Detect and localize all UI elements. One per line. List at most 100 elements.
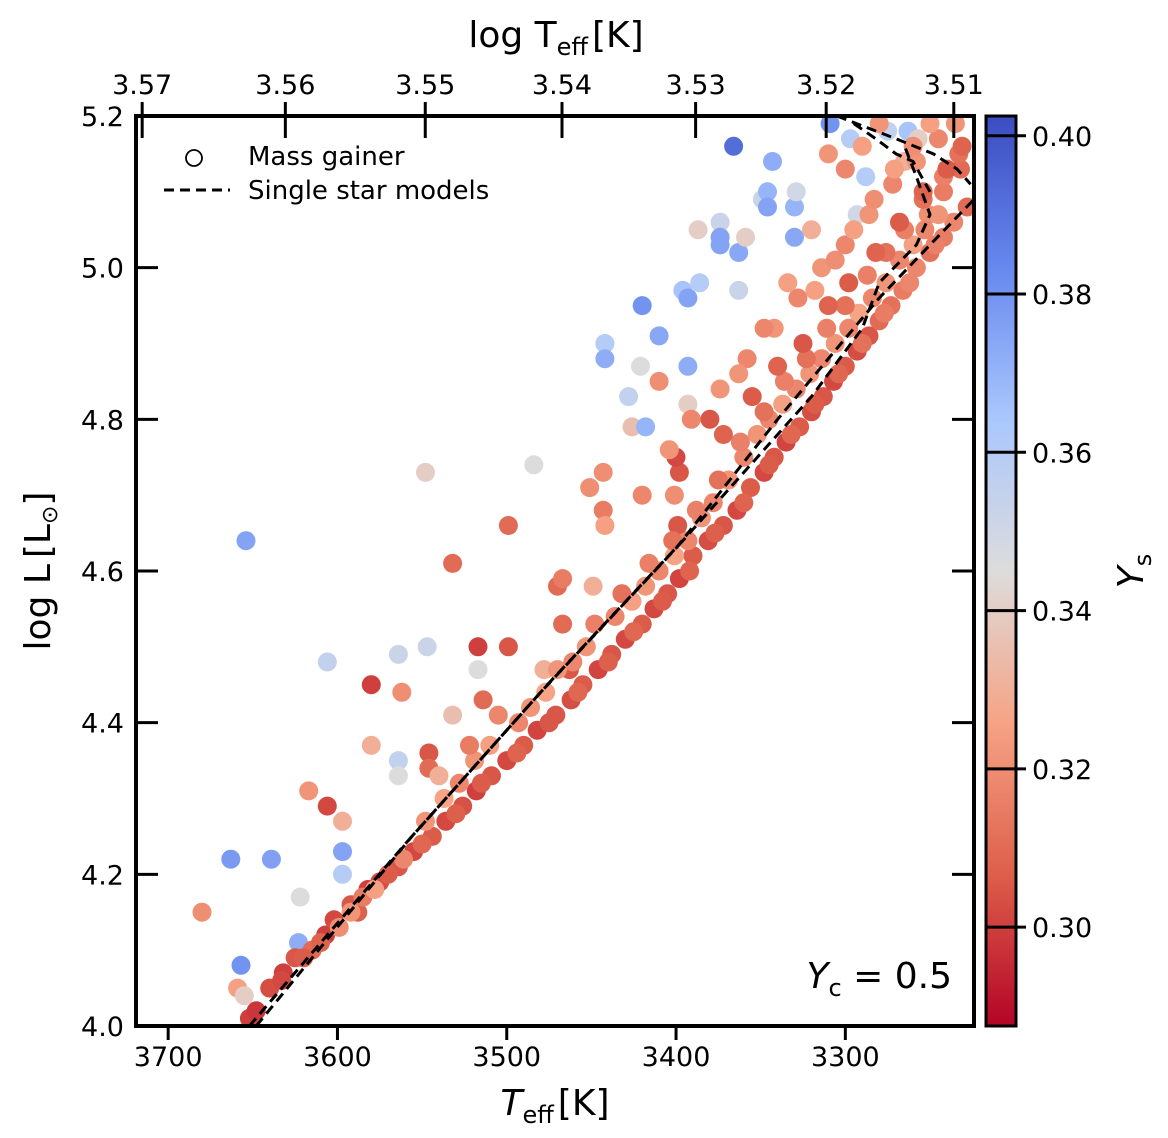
- scatter-point: [708, 470, 728, 490]
- scatter-point: [595, 349, 615, 369]
- x-axis-label: Teff [K]: [500, 1083, 609, 1129]
- scatter-point: [874, 303, 894, 323]
- scatter-point: [825, 334, 845, 353]
- scatter-point: [631, 356, 650, 376]
- scatter-point: [272, 971, 292, 990]
- top-x-axis-label-unit: [K]: [592, 15, 644, 56]
- scatter-point: [778, 273, 798, 293]
- scatter-point: [290, 887, 310, 907]
- scatter-point: [443, 553, 463, 573]
- scatter-point: [678, 394, 698, 414]
- yc-annotation-value: = 0.5: [842, 956, 952, 997]
- scatter-point: [839, 318, 859, 338]
- scatter-point: [758, 197, 777, 217]
- scatter-point: [468, 660, 488, 680]
- scatter-point: [636, 576, 656, 596]
- colorbar-tick-label: 0.32: [1032, 755, 1092, 786]
- x-axis-label-sub: eff: [522, 1101, 554, 1129]
- scatter-point: [945, 116, 965, 134]
- y-axis-label-unit-close: ]: [18, 492, 59, 506]
- y-tick-label: 5.2: [81, 102, 124, 133]
- scatter-point: [636, 417, 656, 437]
- scatter-point: [524, 455, 544, 475]
- y-tick-label: 4.8: [81, 405, 124, 436]
- scatter-point: [747, 425, 767, 444]
- single-star-track-4: [836, 116, 972, 186]
- scatter-point: [864, 189, 884, 209]
- scatter-point: [624, 622, 644, 642]
- scatter-point: [835, 235, 855, 255]
- legend-marker-open-circle: [185, 149, 203, 167]
- scatter-point: [734, 447, 754, 467]
- scatter-point: [580, 478, 600, 498]
- colorbar-label: Ys: [1111, 554, 1157, 589]
- top-x-tick-label: 3.56: [255, 70, 315, 101]
- colorbar-tick-label: 0.40: [1032, 122, 1092, 153]
- scatter-point: [333, 842, 352, 862]
- x-tick-label: 3700: [134, 1042, 203, 1073]
- scatter-point: [730, 432, 750, 452]
- y-axis-label-sun: ⊙: [38, 506, 63, 524]
- scatter-point: [649, 371, 669, 391]
- scatter-point: [852, 334, 872, 353]
- scatter-point: [392, 682, 412, 702]
- scatter-point: [632, 296, 652, 316]
- top-x-tick-label: 3.52: [796, 70, 856, 101]
- single-star-track-2: [255, 145, 932, 1026]
- scatter-point: [925, 235, 945, 255]
- scatter-point: [465, 751, 485, 771]
- scatter-point: [774, 371, 794, 391]
- scatter-point: [639, 553, 659, 573]
- top-x-tick-label: 3.51: [924, 70, 984, 101]
- scatter-point: [678, 356, 698, 376]
- scatter-point: [805, 394, 825, 414]
- scatter-point: [681, 409, 701, 429]
- scatter-point: [583, 576, 603, 596]
- scatter-point: [678, 288, 698, 308]
- yc-annotation-sub: c: [828, 974, 841, 1002]
- x-tick-label: 3400: [642, 1042, 711, 1073]
- scatter-point: [952, 136, 972, 156]
- yc-annotation: Yc = 0.5: [806, 956, 952, 1002]
- scatter-point: [857, 265, 877, 285]
- single-star-track-1: [248, 198, 974, 1026]
- scatter-point: [231, 955, 251, 975]
- colorbar-tick-label: 0.38: [1032, 280, 1092, 311]
- scatter-point: [713, 425, 733, 444]
- scatter-point: [649, 326, 669, 346]
- scatter-point: [758, 182, 777, 202]
- scatter-point: [817, 318, 837, 338]
- scatter-point: [333, 864, 352, 884]
- x-axis-label-main: T: [500, 1083, 525, 1124]
- scatter-point: [553, 569, 573, 589]
- x-axis-label-unit: [K]: [558, 1083, 610, 1124]
- scatter-point: [598, 652, 618, 672]
- scatter-point: [388, 644, 408, 664]
- scatter-point: [818, 144, 838, 164]
- top-x-axis-label-main: log T: [468, 15, 557, 56]
- scatter-point: [468, 637, 488, 657]
- scatter-point: [498, 516, 518, 535]
- scatter-point: [416, 462, 435, 482]
- scatter-point: [729, 364, 749, 384]
- scatter-point: [509, 713, 529, 733]
- top-x-tick-label: 3.57: [112, 70, 172, 101]
- scatter-point: [825, 250, 845, 270]
- scatter-point: [246, 1001, 266, 1021]
- scatter-point: [563, 652, 583, 672]
- scatter-point: [664, 546, 684, 566]
- scatter-point: [788, 288, 808, 308]
- scatter-point: [443, 705, 463, 725]
- scatter-point: [737, 349, 757, 369]
- scatter-point: [742, 387, 762, 407]
- scatter-point: [900, 273, 920, 293]
- y-axis-label-unit-open: [L: [18, 524, 59, 558]
- colorbar: [984, 114, 1018, 1028]
- colorbar-label-sub: s: [1129, 554, 1157, 567]
- top-x-tick-label: 3.55: [395, 70, 455, 101]
- colorbar-tick-label: 0.34: [1032, 597, 1092, 628]
- scatter-point: [605, 607, 625, 626]
- scatter-point: [852, 136, 872, 156]
- scatter-point: [741, 478, 760, 498]
- scatter-point: [663, 531, 683, 551]
